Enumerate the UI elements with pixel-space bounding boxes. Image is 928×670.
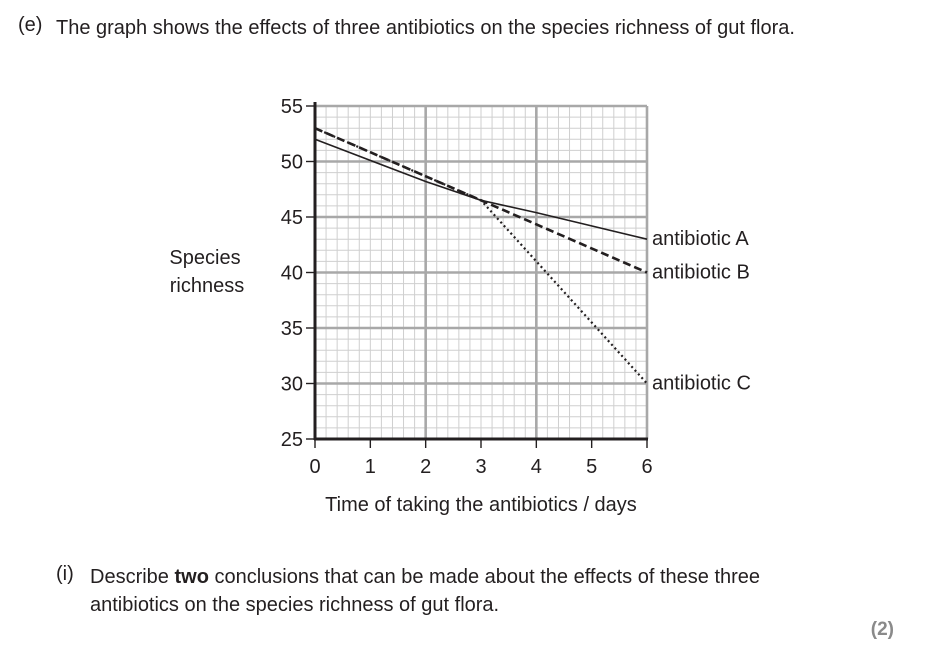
y-tick-label: 35 — [281, 318, 303, 340]
question-e-label: (e) — [18, 14, 43, 36]
marks-label: (2) — [870, 619, 894, 640]
series-label: antibiotic A — [652, 228, 749, 250]
question-i-text-start: Describe — [90, 566, 175, 588]
y-axis-label-line-1: Species — [169, 247, 240, 269]
x-tick-label: 0 — [309, 456, 320, 478]
question-i-text-end: conclusions that can be made about the e… — [90, 566, 761, 616]
x-tick-label: 2 — [420, 456, 431, 478]
question-e-text: The graph shows the effects of three ant… — [56, 17, 795, 39]
x-tick-label: 4 — [531, 456, 542, 478]
y-tick-label: 45 — [281, 207, 303, 229]
y-tick-labels: 55 50 45 40 35 30 25 — [281, 96, 303, 451]
series-line-dotted — [314, 127, 648, 385]
y-tick-label: 30 — [281, 374, 303, 396]
x-tick-label: 1 — [365, 456, 376, 478]
y-axis-label-line-2: richness — [170, 275, 244, 297]
y-tick-label: 55 — [281, 96, 303, 118]
y-tick-label: 40 — [281, 263, 303, 285]
series-lines — [314, 127, 648, 385]
x-tick-labels: 0 1 2 3 4 5 6 — [309, 456, 652, 478]
series-label: antibiotic C — [652, 373, 751, 395]
x-axis-label: Time of taking the antibiotics / days — [325, 494, 637, 516]
tick-marks — [306, 105, 648, 448]
x-tick-label: 5 — [586, 456, 597, 478]
series-label: antibiotic B — [652, 262, 750, 284]
series-labels: antibiotic A antibiotic B antibiotic C — [652, 228, 751, 394]
question-i-label: (i) — [56, 563, 74, 585]
question-i-text: Describe two conclusions that can be mad… — [90, 563, 850, 619]
question-i-emphasis: two — [174, 566, 209, 588]
y-tick-label: 25 — [281, 429, 303, 451]
x-tick-label: 3 — [475, 456, 486, 478]
y-tick-label: 50 — [281, 152, 303, 174]
x-tick-label: 6 — [641, 456, 652, 478]
